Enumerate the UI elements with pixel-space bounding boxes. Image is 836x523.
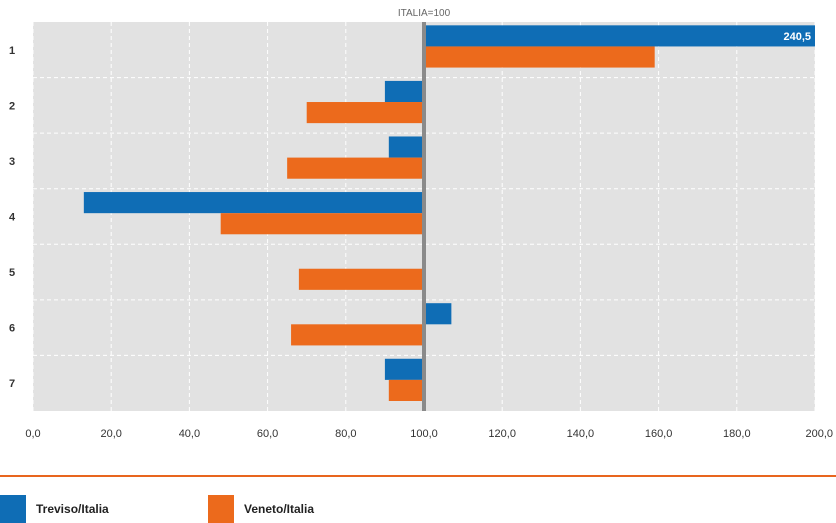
category-label: 1 [9, 45, 15, 57]
bar-treviso-7 [384, 358, 424, 380]
legend-label-veneto: Veneto/Italia [244, 502, 315, 516]
x-tick-label: 0,0 [25, 428, 40, 440]
x-tick-label: 200,0 [805, 428, 833, 440]
x-tick-label: 180,0 [723, 428, 751, 440]
x-tick-label: 20,0 [100, 428, 121, 440]
gridlines [32, 22, 816, 411]
bar-veneto-3 [287, 157, 424, 179]
legend: Treviso/Italia Veneto/Italia [0, 495, 836, 523]
x-tick-label: 40,0 [179, 428, 200, 440]
x-tick-label: 80,0 [335, 428, 356, 440]
bar-veneto-5 [298, 268, 424, 290]
category-label: 7 [9, 378, 15, 390]
category-label: 5 [9, 267, 15, 279]
x-tick-label: 120,0 [488, 428, 516, 440]
bar-treviso-4 [83, 192, 424, 214]
bars [83, 25, 815, 401]
bar-treviso-3 [388, 136, 424, 158]
category-label: 3 [9, 156, 15, 168]
x-tick-label: 60,0 [257, 428, 278, 440]
labels: 1 2 3 4 5 6 7 ITALIA=100 240,5 0,0 20,0 40,0 60,0 80,… [9, 8, 833, 440]
bar-veneto-4 [220, 213, 424, 235]
bar-treviso-6 [424, 303, 452, 325]
legend-divider [0, 475, 836, 477]
bar-treviso-2 [384, 80, 424, 103]
data-label: 240,5 [783, 31, 811, 43]
legend-item-treviso: Treviso/Italia [0, 495, 109, 523]
legend-label-treviso: Treviso/Italia [36, 502, 109, 516]
legend-swatch-treviso [0, 495, 26, 523]
reference-label: ITALIA=100 [398, 8, 451, 19]
x-tick-label: 100,0 [410, 428, 438, 440]
category-label: 6 [9, 323, 15, 335]
bar-veneto-2 [306, 102, 424, 124]
bar-treviso-1 [424, 25, 815, 47]
bar-veneto-6 [291, 324, 424, 346]
legend-item-veneto: Veneto/Italia [208, 495, 314, 523]
bar-chart: 1 2 3 4 5 6 7 ITALIA=100 240,5 0,0 20,0 40,0 60,0 80,… [9, 8, 833, 440]
category-label: 2 [9, 100, 15, 112]
x-tick-label: 160,0 [645, 428, 673, 440]
bar-veneto-7 [388, 379, 424, 401]
category-label: 4 [9, 212, 16, 224]
bar-veneto-1 [424, 46, 655, 68]
x-tick-label: 140,0 [567, 428, 595, 440]
legend-swatch-veneto [208, 495, 234, 523]
